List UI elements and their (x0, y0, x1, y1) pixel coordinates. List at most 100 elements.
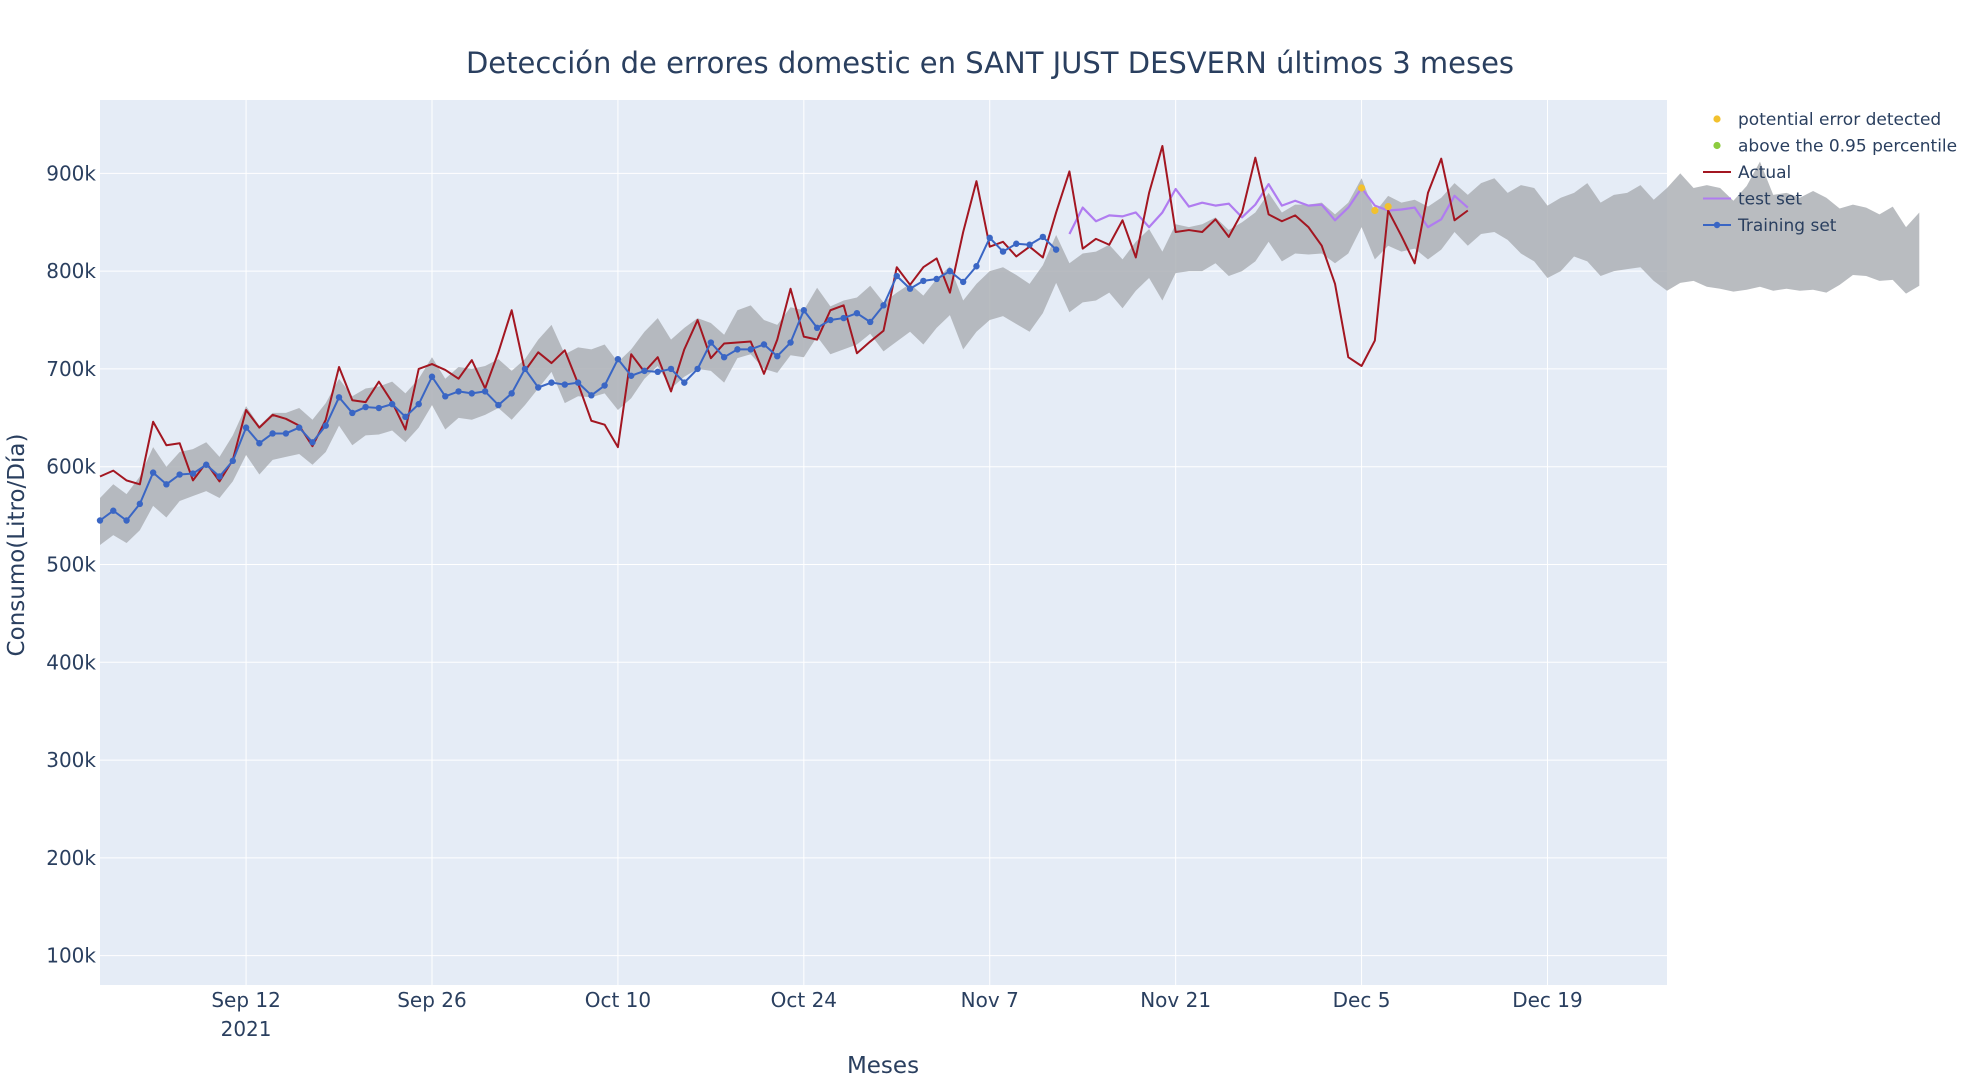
x-axis-title: Meses (847, 1053, 919, 1079)
chart-title: Detección de errores domestic en SANT JU… (466, 46, 1514, 80)
training-point (959, 278, 967, 286)
training-point (269, 430, 276, 437)
legend-swatch (1713, 141, 1721, 150)
training-point (375, 404, 383, 412)
legend-label: test set (1738, 190, 1802, 210)
training-point (388, 400, 396, 408)
y-tick-label: 200k (46, 846, 96, 870)
x-tick-label: Dec 19 (1512, 988, 1583, 1012)
training-point (774, 353, 781, 360)
training-point (880, 302, 887, 309)
training-point (667, 365, 675, 373)
training-point (256, 440, 263, 447)
training-point (601, 382, 608, 389)
y-tick-label: 300k (46, 748, 96, 772)
legend-item-test[interactable]: test set (1703, 190, 1802, 210)
training-point (176, 471, 183, 478)
legend-label: above the 0.95 percentile (1738, 137, 1957, 157)
legend-swatch-marker (1713, 221, 1721, 229)
training-point (163, 481, 170, 488)
training-point (614, 355, 622, 363)
series-line-test-set (1068, 183, 1469, 235)
training-point (402, 413, 409, 421)
legend-label: Actual (1738, 163, 1791, 183)
training-point (760, 341, 768, 348)
training-point (189, 470, 197, 477)
training-point (495, 401, 502, 409)
training-point (123, 517, 130, 524)
training-point (322, 422, 329, 429)
training-point (681, 379, 688, 386)
training-point (707, 339, 715, 346)
series-line-actual (99, 144, 1469, 486)
x-tick-label: Oct 24 (771, 988, 837, 1012)
x-tick-label: Nov 7 (961, 988, 1019, 1012)
training-point (893, 272, 900, 280)
training-point (906, 285, 914, 292)
x-tick-year-label: 2021 (221, 1017, 272, 1041)
training-point (468, 390, 476, 397)
y-axis-ticks: 100k 200k 300k 400k 500k 600k 700k 800k 900k (46, 161, 96, 967)
potential-error-point (1371, 206, 1379, 215)
training-point (800, 307, 808, 314)
prediction-interval-band (100, 161, 1920, 545)
training-point (216, 473, 223, 480)
legend-item-training[interactable]: Training set (1703, 216, 1837, 236)
training-point (548, 379, 555, 386)
y-tick-label: 500k (46, 553, 96, 577)
training-point (787, 339, 794, 346)
training-point (986, 234, 993, 242)
training-point (813, 324, 821, 332)
x-tick-label: Sep 26 (397, 988, 467, 1012)
training-point (442, 393, 449, 400)
training-point (641, 367, 648, 375)
training-point (933, 275, 940, 283)
legend[interactable]: potential error detected above the 0.95 p… (1703, 110, 1957, 236)
training-point (455, 388, 462, 395)
legend-item-percentile[interactable]: above the 0.95 percentile (1713, 137, 1957, 157)
legend-label: potential error detected (1738, 110, 1941, 130)
training-point (720, 353, 728, 361)
training-point (335, 394, 343, 401)
training-point (428, 373, 436, 380)
y-tick-label: 900k (46, 161, 96, 185)
training-point (136, 500, 144, 508)
training-point (1039, 233, 1047, 241)
training-point (1052, 246, 1060, 253)
training-point (295, 424, 303, 431)
y-tick-label: 600k (46, 455, 96, 479)
legend-label: Training set (1737, 216, 1837, 236)
training-point (574, 379, 582, 386)
training-point (973, 263, 980, 270)
training-point (481, 388, 489, 395)
x-tick-label: Oct 10 (585, 988, 651, 1012)
x-axis-ticks: Sep 12 Sep 26 Oct 10 Oct 24 Nov 7 Nov 21 Dec 5… (211, 988, 1582, 1041)
x-tick-label: Dec 5 (1333, 988, 1391, 1012)
training-point (920, 277, 927, 285)
training-point (362, 403, 369, 411)
x-tick-label: Sep 12 (211, 988, 281, 1012)
training-point (508, 390, 515, 397)
training-point (853, 309, 861, 317)
training-point (946, 267, 954, 275)
training-point (840, 314, 847, 322)
training-point (242, 424, 250, 431)
potential-error-point (1357, 184, 1366, 192)
training-point (627, 372, 635, 379)
training-point (588, 392, 595, 399)
legend-swatch (1713, 115, 1721, 123)
training-point (561, 381, 568, 388)
training-point (229, 457, 236, 465)
training-point (747, 346, 754, 353)
training-point (149, 469, 157, 476)
training-point (867, 318, 874, 326)
legend-item-actual[interactable]: Actual (1703, 163, 1791, 183)
legend-item-potential-error[interactable]: potential error detected (1713, 110, 1941, 130)
y-tick-label: 700k (46, 357, 96, 381)
training-point (654, 368, 661, 376)
confidence-band (100, 161, 1920, 545)
training-point (999, 248, 1007, 255)
x-tick-label: Nov 21 (1140, 988, 1211, 1012)
grid-lines (100, 100, 1667, 985)
